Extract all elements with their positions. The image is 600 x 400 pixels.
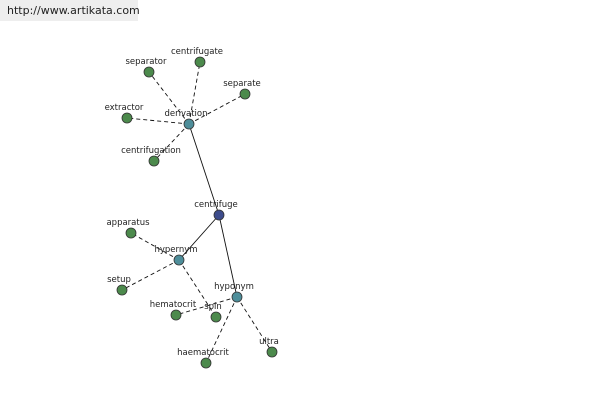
node	[231, 291, 243, 303]
node-label: centrifuge	[194, 200, 237, 210]
node-label: extractor	[105, 103, 144, 113]
node-label: hypernym	[154, 245, 197, 255]
word-edge	[153, 123, 190, 162]
node	[143, 66, 155, 78]
node-label: centrifugation	[121, 146, 181, 156]
node-label: separate	[223, 79, 261, 89]
node	[170, 309, 182, 321]
node	[194, 56, 206, 68]
site-url[interactable]: http://www.artikata.com	[0, 0, 140, 21]
word-edge	[121, 259, 180, 291]
node-label: derivation	[164, 109, 207, 119]
word-edge	[175, 296, 238, 316]
node-label: setup	[107, 275, 131, 285]
node-label: hyponym	[214, 282, 254, 292]
word-edge	[178, 259, 217, 318]
node	[116, 284, 128, 296]
node-label: spin	[204, 302, 222, 312]
relation-edge	[218, 214, 238, 298]
word-edge	[126, 117, 190, 125]
word-edge	[188, 93, 246, 125]
node-label: separator	[126, 57, 167, 67]
node-label: hematocrit	[150, 300, 197, 310]
node-label: haematocrit	[177, 348, 229, 358]
word-edge	[188, 61, 201, 125]
node	[183, 118, 195, 130]
node	[239, 88, 251, 100]
node	[148, 155, 160, 167]
relation-edge	[188, 123, 220, 216]
node	[173, 254, 185, 266]
node	[213, 209, 225, 221]
word-edge	[148, 71, 190, 125]
word-edge	[205, 296, 238, 364]
word-edge	[130, 232, 180, 261]
node-label: ultra	[259, 337, 279, 347]
node	[210, 311, 222, 323]
relation-edge	[178, 214, 220, 261]
word-edge	[236, 296, 273, 353]
node	[266, 346, 278, 358]
node-label: apparatus	[106, 218, 150, 228]
node	[125, 227, 137, 239]
node	[121, 112, 133, 124]
node-label: centrifugate	[171, 47, 223, 57]
node	[200, 357, 212, 369]
